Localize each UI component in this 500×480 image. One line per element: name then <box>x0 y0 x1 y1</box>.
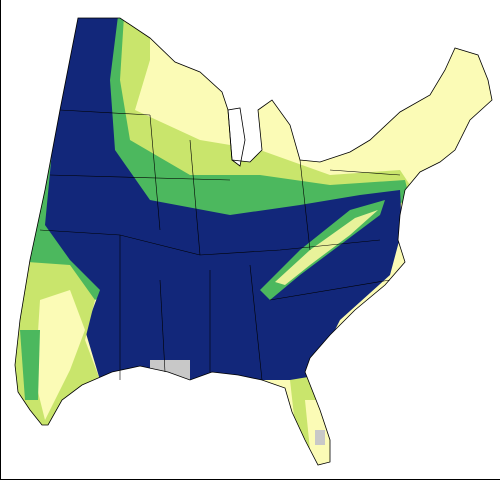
state-line <box>299 159 311 251</box>
state-line <box>269 279 391 301</box>
state-lines <box>39 109 401 381</box>
state-line <box>189 139 201 256</box>
state-line <box>149 114 161 231</box>
state-line <box>59 109 151 116</box>
texas-pale <box>35 290 85 420</box>
us-outline <box>14 17 493 466</box>
state-line <box>159 279 166 373</box>
state-line <box>329 169 401 176</box>
region-navy <box>45 18 402 380</box>
appalachian-pale <box>275 210 378 285</box>
florida-gray <box>315 430 325 445</box>
state-line <box>249 264 263 381</box>
texas-green <box>20 330 40 400</box>
state-line <box>49 174 231 181</box>
